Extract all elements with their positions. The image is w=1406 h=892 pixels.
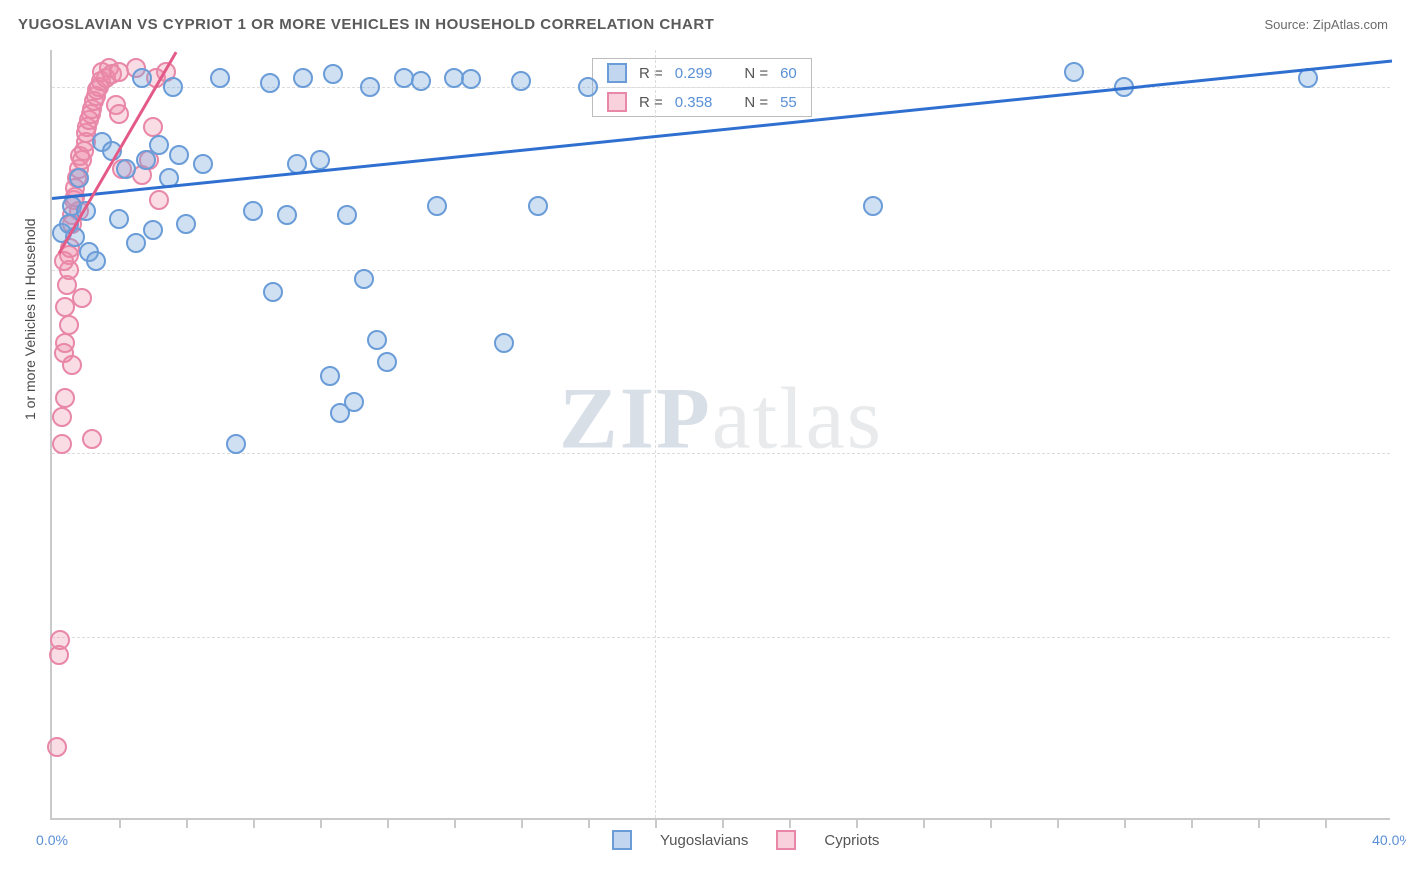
point-cypriot — [55, 388, 75, 408]
legend-swatch-blue-icon — [612, 830, 632, 850]
stats-row-pink: R = 0.358 N = 55 — [593, 87, 811, 116]
legend-label-pink: Cypriots — [824, 832, 879, 849]
point-yugoslavian — [377, 352, 397, 372]
x-tick — [588, 818, 590, 828]
x-tick — [521, 818, 523, 828]
x-tick — [1258, 818, 1260, 828]
x-tick-label: 40.0% — [1372, 832, 1406, 848]
point-yugoslavian — [578, 77, 598, 97]
swatch-blue-icon — [607, 63, 627, 83]
gridline-h — [52, 453, 1390, 454]
point-yugoslavian — [163, 77, 183, 97]
point-yugoslavian — [143, 220, 163, 240]
x-tick — [1191, 818, 1193, 828]
point-yugoslavian — [243, 201, 263, 221]
point-yugoslavian — [320, 366, 340, 386]
point-cypriot — [47, 737, 67, 757]
stats-row-blue: R = 0.299 N = 60 — [593, 59, 811, 87]
x-tick — [1124, 818, 1126, 828]
gridline-h — [52, 637, 1390, 638]
point-yugoslavian — [310, 150, 330, 170]
x-tick — [253, 818, 255, 828]
point-yugoslavian — [260, 73, 280, 93]
x-tick — [119, 818, 121, 828]
x-tick — [387, 818, 389, 828]
point-cypriot — [143, 117, 163, 137]
x-tick — [856, 818, 858, 828]
point-yugoslavian — [528, 196, 548, 216]
point-yugoslavian — [344, 392, 364, 412]
point-yugoslavian — [427, 196, 447, 216]
n-label: N = — [744, 65, 768, 82]
x-tick — [186, 818, 188, 828]
point-yugoslavian — [511, 71, 531, 91]
point-cypriot — [59, 315, 79, 335]
point-cypriot — [62, 355, 82, 375]
point-yugoslavian — [863, 196, 883, 216]
gridline-h — [52, 270, 1390, 271]
point-yugoslavian — [116, 159, 136, 179]
x-tick — [722, 818, 724, 828]
point-yugoslavian — [109, 209, 129, 229]
r-value-blue: 0.299 — [675, 65, 713, 82]
r-value-pink: 0.358 — [675, 94, 713, 111]
x-tick-label: 0.0% — [36, 832, 68, 848]
legend-label-blue: Yugoslavians — [660, 832, 748, 849]
gridline-v — [655, 50, 656, 818]
x-tick — [454, 818, 456, 828]
point-yugoslavian — [1064, 62, 1084, 82]
point-cypriot — [109, 104, 129, 124]
point-yugoslavian — [86, 251, 106, 271]
point-yugoslavian — [176, 214, 196, 234]
r-label: R = — [639, 65, 663, 82]
swatch-pink-icon — [607, 92, 627, 112]
point-cypriot — [50, 630, 70, 650]
x-tick — [923, 818, 925, 828]
point-cypriot — [82, 429, 102, 449]
point-yugoslavian — [149, 135, 169, 155]
chart-source: Source: ZipAtlas.com — [1264, 17, 1388, 32]
n-label: N = — [744, 94, 768, 111]
plot-area: ZIPatlas R = 0.299 N = 60 R = 0.358 N = … — [50, 50, 1390, 820]
x-tick — [655, 818, 657, 828]
point-yugoslavian — [360, 77, 380, 97]
gridline-h — [52, 87, 1390, 88]
point-yugoslavian — [169, 145, 189, 165]
point-yugoslavian — [411, 71, 431, 91]
x-tick — [990, 818, 992, 828]
y-axis-title: 1 or more Vehicles in Household — [22, 218, 38, 420]
point-cypriot — [149, 190, 169, 210]
point-yugoslavian — [193, 154, 213, 174]
point-yugoslavian — [69, 168, 89, 188]
x-tick — [789, 818, 791, 828]
point-yugoslavian — [126, 233, 146, 253]
x-tick — [1057, 818, 1059, 828]
point-cypriot — [72, 288, 92, 308]
point-yugoslavian — [263, 282, 283, 302]
x-tick — [1325, 818, 1327, 828]
point-yugoslavian — [494, 333, 514, 353]
point-yugoslavian — [367, 330, 387, 350]
chart-title: YUGOSLAVIAN VS CYPRIOT 1 OR MORE VEHICLE… — [18, 16, 714, 33]
point-cypriot — [52, 407, 72, 427]
point-yugoslavian — [132, 68, 152, 88]
point-yugoslavian — [293, 68, 313, 88]
point-yugoslavian — [337, 205, 357, 225]
legend-swatch-pink-icon — [776, 830, 796, 850]
point-yugoslavian — [323, 64, 343, 84]
point-cypriot — [52, 434, 72, 454]
point-yugoslavian — [277, 205, 297, 225]
r-label: R = — [639, 94, 663, 111]
point-yugoslavian — [210, 68, 230, 88]
point-cypriot — [55, 333, 75, 353]
n-value-blue: 60 — [780, 65, 797, 82]
point-yugoslavian — [226, 434, 246, 454]
n-value-pink: 55 — [780, 94, 797, 111]
point-cypriot — [54, 251, 74, 271]
point-yugoslavian — [461, 69, 481, 89]
x-tick — [320, 818, 322, 828]
bottom-legend: Yugoslavians Cypriots — [612, 830, 879, 850]
point-yugoslavian — [354, 269, 374, 289]
